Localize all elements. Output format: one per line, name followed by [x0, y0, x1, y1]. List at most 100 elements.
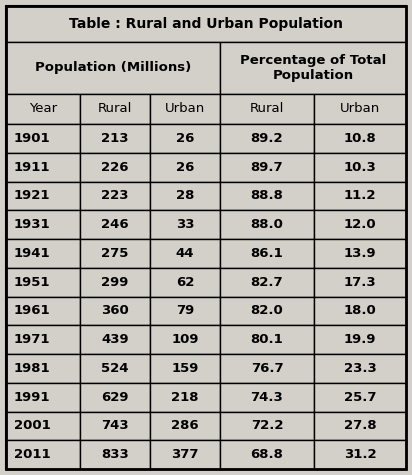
Bar	[80, 440, 150, 469]
Bar	[314, 124, 406, 153]
Bar	[220, 325, 314, 354]
Text: 10.3: 10.3	[344, 161, 377, 174]
Text: 226: 226	[101, 161, 129, 174]
Text: 88.8: 88.8	[250, 190, 283, 202]
Text: 80.1: 80.1	[250, 333, 283, 346]
Text: 1961: 1961	[14, 304, 51, 317]
Text: 439: 439	[101, 333, 129, 346]
Bar	[220, 239, 314, 268]
Bar	[6, 354, 80, 383]
Text: 377: 377	[171, 448, 199, 461]
Bar	[220, 296, 314, 325]
Text: 524: 524	[101, 362, 129, 375]
Text: Rural: Rural	[250, 103, 284, 115]
Text: 1941: 1941	[14, 247, 51, 260]
Text: 1971: 1971	[14, 333, 51, 346]
Bar	[150, 383, 220, 411]
Text: 1951: 1951	[14, 276, 51, 289]
Text: 743: 743	[101, 419, 129, 432]
Text: 159: 159	[171, 362, 199, 375]
Text: 18.0: 18.0	[344, 304, 377, 317]
Text: 1981: 1981	[14, 362, 51, 375]
Bar	[314, 181, 406, 210]
Text: 31.2: 31.2	[344, 448, 376, 461]
Bar	[150, 296, 220, 325]
Text: Percentage of Total
Population: Percentage of Total Population	[240, 54, 386, 82]
Text: Urban: Urban	[340, 103, 380, 115]
Bar	[220, 94, 314, 124]
Bar	[6, 153, 80, 181]
Bar	[6, 296, 80, 325]
Bar	[80, 325, 150, 354]
Text: 88.0: 88.0	[250, 218, 283, 231]
Bar	[314, 440, 406, 469]
Text: 86.1: 86.1	[250, 247, 283, 260]
Bar	[6, 94, 80, 124]
Bar	[220, 124, 314, 153]
Bar	[314, 411, 406, 440]
Text: 213: 213	[101, 132, 129, 145]
Text: 82.7: 82.7	[250, 276, 283, 289]
Bar	[150, 411, 220, 440]
Bar	[220, 153, 314, 181]
Bar	[220, 42, 406, 94]
Text: 62: 62	[176, 276, 194, 289]
Bar	[314, 296, 406, 325]
Text: Urban: Urban	[165, 103, 205, 115]
Text: 26: 26	[176, 132, 194, 145]
Text: 833: 833	[101, 448, 129, 461]
Bar	[150, 268, 220, 296]
Text: 74.3: 74.3	[250, 390, 283, 404]
Bar	[150, 181, 220, 210]
Bar	[314, 325, 406, 354]
Text: 25.7: 25.7	[344, 390, 376, 404]
Bar	[80, 210, 150, 239]
Text: 11.2: 11.2	[344, 190, 376, 202]
Bar	[150, 94, 220, 124]
Text: 44: 44	[176, 247, 194, 260]
Bar	[314, 210, 406, 239]
Text: 89.7: 89.7	[250, 161, 283, 174]
Bar	[6, 268, 80, 296]
Text: 76.7: 76.7	[250, 362, 283, 375]
Bar	[6, 210, 80, 239]
Bar	[80, 124, 150, 153]
Text: 72.2: 72.2	[251, 419, 283, 432]
Text: 17.3: 17.3	[344, 276, 376, 289]
Bar	[80, 383, 150, 411]
Text: 89.2: 89.2	[250, 132, 283, 145]
Text: 2011: 2011	[14, 448, 51, 461]
Text: 2001: 2001	[14, 419, 51, 432]
Bar	[150, 325, 220, 354]
Bar	[6, 6, 406, 42]
Text: 360: 360	[101, 304, 129, 317]
Bar	[6, 42, 220, 94]
Text: 218: 218	[171, 390, 199, 404]
Text: 13.9: 13.9	[344, 247, 376, 260]
Bar	[80, 354, 150, 383]
Text: 82.0: 82.0	[250, 304, 283, 317]
Text: 1921: 1921	[14, 190, 51, 202]
Bar	[314, 383, 406, 411]
Text: 109: 109	[171, 333, 199, 346]
Bar	[80, 181, 150, 210]
Bar	[80, 268, 150, 296]
Text: Rural: Rural	[98, 103, 132, 115]
Bar	[314, 268, 406, 296]
Text: 10.8: 10.8	[344, 132, 377, 145]
Bar	[220, 411, 314, 440]
Text: 33: 33	[176, 218, 194, 231]
Text: 27.8: 27.8	[344, 419, 376, 432]
Bar	[6, 181, 80, 210]
Bar	[314, 153, 406, 181]
Bar	[80, 296, 150, 325]
Text: 246: 246	[101, 218, 129, 231]
Bar	[6, 325, 80, 354]
Bar	[80, 411, 150, 440]
Text: 286: 286	[171, 419, 199, 432]
Bar	[314, 94, 406, 124]
Text: 12.0: 12.0	[344, 218, 376, 231]
Text: 19.9: 19.9	[344, 333, 376, 346]
Bar	[80, 239, 150, 268]
Bar	[80, 94, 150, 124]
